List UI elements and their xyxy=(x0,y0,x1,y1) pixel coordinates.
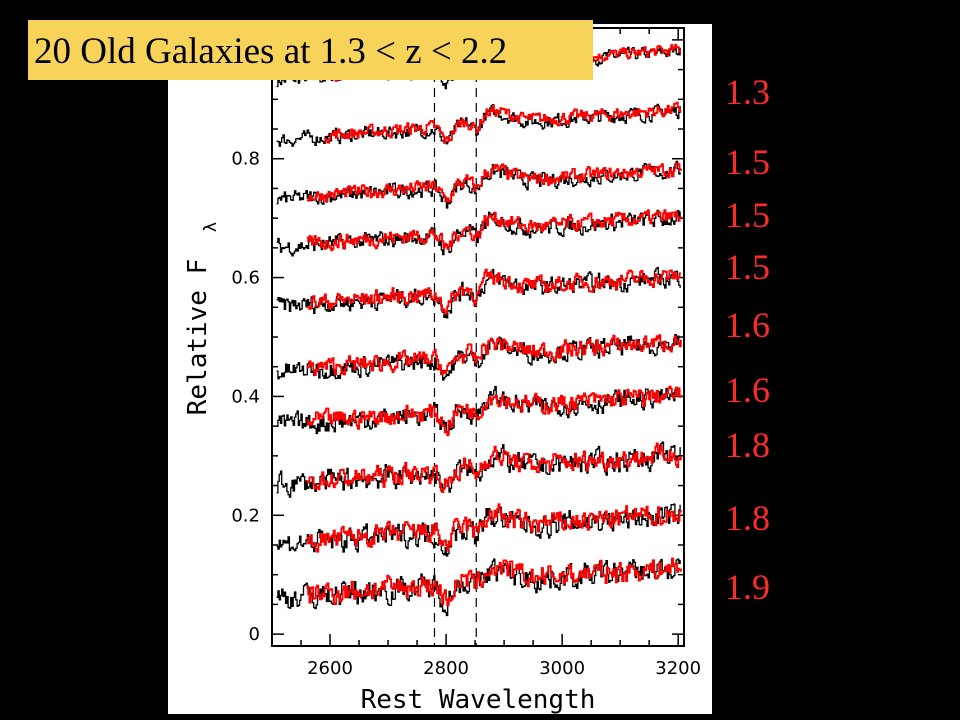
template-spectrum xyxy=(306,162,682,203)
x-tick-label: 3000 xyxy=(539,658,585,679)
template-spectrum xyxy=(306,268,681,315)
chart-title: 20 Old Galaxies at 1.3 < z < 2.2 xyxy=(34,31,508,72)
template-spectrum xyxy=(306,557,682,607)
observed-spectrum xyxy=(276,103,681,147)
x-tick-label: 2800 xyxy=(423,658,469,679)
y-tick-label: 0.6 xyxy=(231,268,260,289)
redshift-label: 1.9 xyxy=(725,567,770,607)
y-tick-label: 0.8 xyxy=(231,149,260,170)
x-tick-label: 2600 xyxy=(307,658,353,679)
template-spectrum xyxy=(306,503,682,553)
y-axis-subscript: λ xyxy=(201,222,221,232)
x-tick-label: 3200 xyxy=(655,658,701,679)
redshift-label: 1.8 xyxy=(725,498,770,538)
observed-spectrum xyxy=(276,503,681,557)
y-tick-label: 0.2 xyxy=(231,505,260,526)
y-tick-label: 0 xyxy=(249,624,260,645)
redshift-label: 1.5 xyxy=(725,247,770,287)
redshift-label: 1.8 xyxy=(725,425,770,465)
template-spectrum xyxy=(306,442,682,493)
redshift-label: 1.5 xyxy=(725,142,770,182)
redshift-label: 1.6 xyxy=(725,370,770,410)
template-spectrum xyxy=(306,334,682,376)
redshift-label: 1.5 xyxy=(725,195,770,235)
y-tick-label: 0.4 xyxy=(231,386,260,407)
title-banner xyxy=(28,20,593,80)
spectra-chart: 2600 2800 3000 3200 0 0.2 0.4 0.6 0.8 Rest Wavele… xyxy=(183,27,701,714)
template-spectrum xyxy=(306,209,682,252)
template-spectrum xyxy=(306,385,682,437)
template-spectrum xyxy=(324,101,682,144)
redshift-label: 1.3 xyxy=(725,72,770,112)
observed-spectrum xyxy=(276,441,681,498)
redshift-label: 1.6 xyxy=(725,305,770,345)
y-axis-title: Relative F xyxy=(183,259,213,416)
x-axis-title: Rest Wavelength xyxy=(361,685,596,714)
